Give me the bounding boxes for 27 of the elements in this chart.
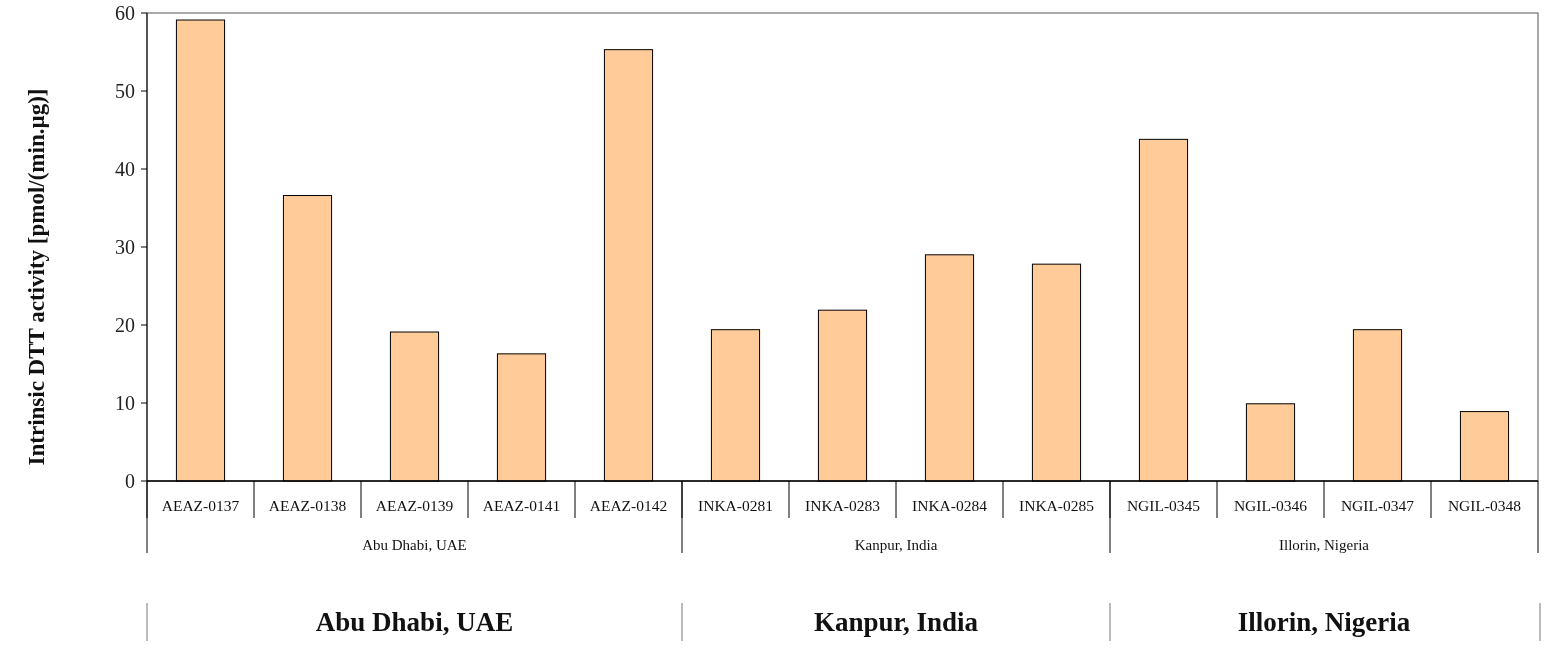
y-tick-label: 0 <box>125 470 135 492</box>
y-tick-label: 10 <box>115 392 135 414</box>
text: Illorin, Nigeria <box>1237 607 1411 637</box>
y-tick-label: 40 <box>115 158 135 180</box>
text: Kanpur, India <box>813 607 979 637</box>
x-tick-label: NGIL-0346 <box>1233 497 1308 514</box>
x-tick-label: AEAZ-0139 <box>375 497 454 514</box>
x-tick-label: AEAZ-0142 <box>589 497 668 514</box>
x-tick-label: AEAZ-0141 <box>482 497 561 514</box>
x-tick-label: INKA-0281 <box>698 497 773 514</box>
y-axis-title: Intrinsic DTT activity [pmol/(min.µg)] <box>24 88 49 466</box>
x-tick-label: NGIL-0345 <box>1126 497 1201 514</box>
y-tick-label: 60 <box>115 2 135 24</box>
x-tick-label: AEAZ-0138 <box>268 497 347 514</box>
y-tick-label: 30 <box>115 236 135 258</box>
text: Abu Dhabi, UAE <box>315 607 514 637</box>
x-tick-label: NGIL-0347 <box>1340 497 1415 514</box>
x-tick-label: NGIL-0348 <box>1447 497 1522 514</box>
x-tick-label: INKA-0285 <box>1019 497 1095 514</box>
y-tick-label: 20 <box>115 314 135 336</box>
text: Abu Dhabi, UAE <box>362 537 467 553</box>
x-tick-label: AEAZ-0137 <box>161 497 240 514</box>
y-tick-label: 50 <box>115 80 135 102</box>
x-tick-label: INKA-0283 <box>805 497 881 514</box>
text: Illorin, Nigeria <box>1279 537 1370 553</box>
x-tick-label: INKA-0284 <box>912 497 988 514</box>
text: Kanpur, India <box>854 537 938 553</box>
